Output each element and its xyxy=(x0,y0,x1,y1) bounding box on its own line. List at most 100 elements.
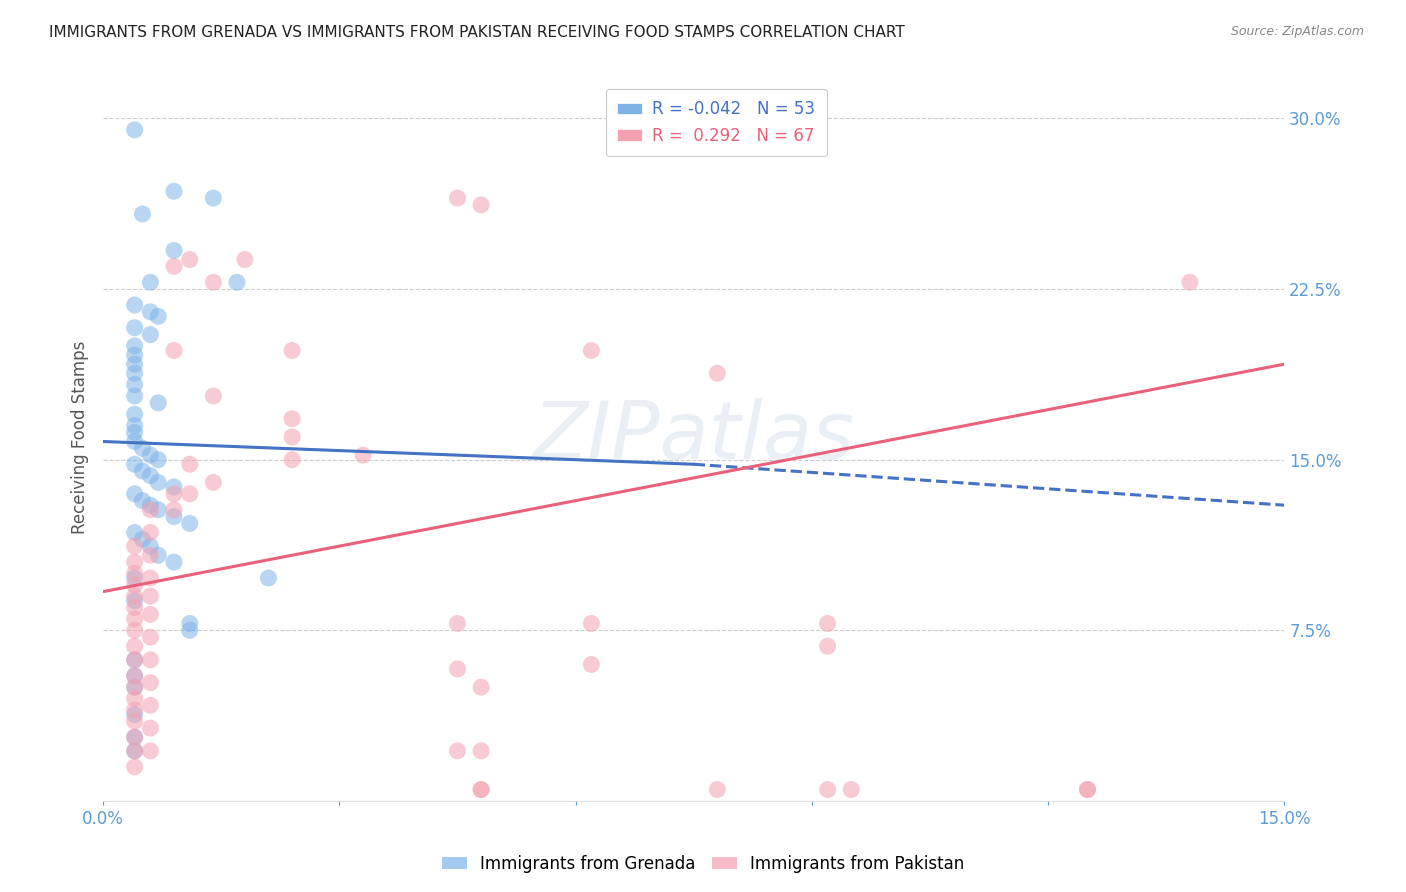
Point xyxy=(124,457,146,471)
Point xyxy=(124,348,146,362)
Point xyxy=(124,669,146,683)
Point xyxy=(139,721,162,735)
Point xyxy=(124,418,146,433)
Point xyxy=(202,275,225,289)
Point xyxy=(233,252,256,267)
Point xyxy=(179,252,201,267)
Point xyxy=(226,275,249,289)
Point xyxy=(139,571,162,585)
Point xyxy=(281,343,304,358)
Point xyxy=(281,430,304,444)
Point xyxy=(124,624,146,638)
Point xyxy=(179,624,201,638)
Point xyxy=(124,744,146,758)
Point xyxy=(124,298,146,312)
Point xyxy=(817,616,839,631)
Point xyxy=(817,639,839,653)
Legend: Immigrants from Grenada, Immigrants from Pakistan: Immigrants from Grenada, Immigrants from… xyxy=(434,848,972,880)
Point xyxy=(139,498,162,512)
Point xyxy=(139,502,162,516)
Point xyxy=(124,730,146,744)
Point xyxy=(352,448,374,462)
Legend: R = -0.042   N = 53, R =  0.292   N = 67: R = -0.042 N = 53, R = 0.292 N = 67 xyxy=(606,88,827,156)
Point xyxy=(139,698,162,713)
Point xyxy=(581,343,603,358)
Point xyxy=(124,593,146,607)
Point xyxy=(163,343,186,358)
Point xyxy=(124,653,146,667)
Text: IMMIGRANTS FROM GRENADA VS IMMIGRANTS FROM PAKISTAN RECEIVING FOOD STAMPS CORREL: IMMIGRANTS FROM GRENADA VS IMMIGRANTS FR… xyxy=(49,25,905,40)
Point xyxy=(839,782,862,797)
Point xyxy=(148,548,170,562)
Point xyxy=(124,707,146,722)
Point xyxy=(470,680,492,694)
Point xyxy=(139,305,162,319)
Point xyxy=(139,539,162,553)
Point xyxy=(281,452,304,467)
Point xyxy=(163,509,186,524)
Point xyxy=(124,669,146,683)
Point xyxy=(124,366,146,380)
Point xyxy=(124,612,146,626)
Point xyxy=(706,366,728,380)
Text: Source: ZipAtlas.com: Source: ZipAtlas.com xyxy=(1230,25,1364,38)
Point xyxy=(446,744,468,758)
Point xyxy=(163,260,186,274)
Point xyxy=(124,703,146,717)
Point xyxy=(1178,275,1201,289)
Point xyxy=(124,539,146,553)
Point xyxy=(124,600,146,615)
Point xyxy=(124,487,146,501)
Point xyxy=(131,493,153,508)
Point xyxy=(257,571,280,585)
Point xyxy=(817,782,839,797)
Point xyxy=(124,555,146,569)
Point xyxy=(470,744,492,758)
Point xyxy=(139,275,162,289)
Point xyxy=(139,653,162,667)
Point xyxy=(581,657,603,672)
Point xyxy=(139,589,162,603)
Point xyxy=(124,389,146,403)
Point xyxy=(139,744,162,758)
Point xyxy=(124,377,146,392)
Point xyxy=(179,616,201,631)
Point xyxy=(581,616,603,631)
Point xyxy=(124,653,146,667)
Point xyxy=(124,123,146,137)
Point xyxy=(179,487,201,501)
Point xyxy=(706,782,728,797)
Point xyxy=(131,464,153,478)
Point xyxy=(148,310,170,324)
Point xyxy=(446,616,468,631)
Point xyxy=(148,502,170,516)
Point xyxy=(124,760,146,774)
Point xyxy=(470,198,492,212)
Point xyxy=(163,502,186,516)
Point xyxy=(124,434,146,449)
Point xyxy=(148,452,170,467)
Point xyxy=(124,639,146,653)
Point xyxy=(124,525,146,540)
Point xyxy=(163,487,186,501)
Point xyxy=(163,244,186,258)
Point xyxy=(139,548,162,562)
Point xyxy=(131,533,153,547)
Point xyxy=(131,207,153,221)
Point xyxy=(124,357,146,371)
Point xyxy=(124,425,146,440)
Point xyxy=(148,475,170,490)
Point xyxy=(139,630,162,644)
Point xyxy=(1076,782,1098,797)
Point xyxy=(124,320,146,334)
Point xyxy=(139,448,162,462)
Point xyxy=(139,675,162,690)
Point xyxy=(124,744,146,758)
Point xyxy=(446,662,468,676)
Point xyxy=(124,730,146,744)
Point xyxy=(470,782,492,797)
Text: ZIPatlas: ZIPatlas xyxy=(533,398,855,476)
Point xyxy=(202,191,225,205)
Point xyxy=(124,571,146,585)
Point xyxy=(163,184,186,198)
